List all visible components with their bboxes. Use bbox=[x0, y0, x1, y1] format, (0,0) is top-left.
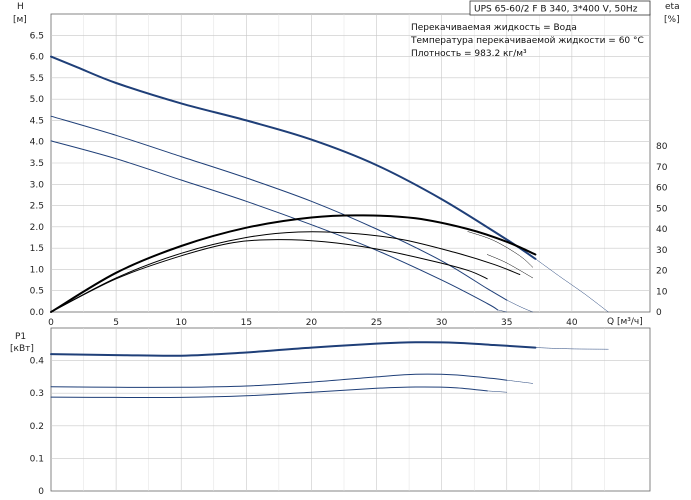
power-curve bbox=[486, 390, 508, 393]
y2-tick-label: 50 bbox=[656, 204, 668, 214]
x-tick-label: 15 bbox=[241, 318, 252, 328]
x-tick-label: 35 bbox=[501, 318, 512, 328]
y-tick-label: 3.0 bbox=[30, 180, 45, 190]
efficiency-curve bbox=[50, 239, 488, 313]
y-tick-label: 6.5 bbox=[30, 31, 44, 41]
y-axis-label: H bbox=[17, 2, 24, 12]
y2-tick-label: 20 bbox=[656, 267, 668, 277]
x-tick-label: 10 bbox=[175, 318, 187, 328]
power-plot-frame bbox=[50, 327, 651, 492]
efficiency-extension-curve bbox=[486, 254, 534, 279]
power-curves bbox=[50, 341, 609, 399]
head-efficiency-curves bbox=[50, 55, 609, 313]
y-tick-label: 6.0 bbox=[30, 53, 45, 63]
y2-tick-label: 40 bbox=[656, 225, 668, 235]
power-tick-label: 0.2 bbox=[30, 422, 44, 432]
x-tick-label: 20 bbox=[306, 318, 318, 328]
power-tick-label: 0.3 bbox=[30, 389, 44, 399]
head-extension-curve bbox=[506, 299, 534, 313]
y2-tick-label: 30 bbox=[656, 246, 668, 256]
efficiency-extension-curve bbox=[467, 231, 534, 268]
y-tick-label: 2.5 bbox=[30, 202, 44, 212]
efficiency-curve bbox=[50, 231, 521, 313]
x-tick-label: 25 bbox=[371, 318, 382, 328]
y-tick-label: 1.0 bbox=[30, 265, 45, 275]
power-tick-label: 0 bbox=[38, 487, 44, 497]
y-tick-label: 5.0 bbox=[30, 95, 45, 105]
x-tick-label: 30 bbox=[436, 318, 448, 328]
power-curve bbox=[535, 347, 609, 350]
y2-tick-label: 80 bbox=[656, 142, 668, 152]
info-liquid: Перекачиваемая жидкость = Вода bbox=[411, 23, 577, 33]
power-axis-unit: [кВт] bbox=[10, 344, 34, 354]
y-axis-unit: [м] bbox=[13, 15, 27, 25]
power-grid bbox=[51, 328, 650, 491]
info-temperature: Температура перекачиваемой жидкости = 60… bbox=[410, 36, 644, 46]
power-axis-label: P1 bbox=[15, 332, 26, 342]
y-tick-label: 0.5 bbox=[30, 287, 44, 297]
head-curve bbox=[50, 115, 508, 301]
y2-tick-label: 10 bbox=[656, 287, 668, 297]
axis-tick-labels: 0 5 10 15 20 25 30 35 40 0.0 0.5 1.0 1.5 2.0 2.5 3.0 3.5… bbox=[30, 31, 668, 497]
y-tick-label: 3.5 bbox=[30, 159, 44, 169]
head-extension-curve bbox=[497, 309, 508, 313]
power-curve bbox=[50, 341, 537, 357]
head-curve bbox=[50, 55, 537, 260]
y2-axis-unit: [%] bbox=[664, 15, 680, 25]
x-tick-label: 5 bbox=[113, 318, 119, 328]
x-tick-label: 0 bbox=[48, 318, 54, 328]
chart-title: UPS 65-60/2 F B 340, 3*400 V, 50Hz bbox=[474, 5, 638, 15]
power-tick-label: 0.1 bbox=[30, 454, 44, 464]
x-axis-label: Q [м³/ч] bbox=[607, 317, 643, 327]
head-extension-curve bbox=[535, 258, 609, 313]
info-density: Плотность = 983.2 кг/м³ bbox=[411, 49, 527, 59]
y2-tick-label: 70 bbox=[656, 163, 668, 173]
y2-tick-label: 60 bbox=[656, 184, 668, 194]
y-tick-label: 0.0 bbox=[30, 308, 45, 318]
efficiency-curve bbox=[50, 214, 537, 313]
title-box bbox=[469, 0, 651, 16]
x-tick-label: 40 bbox=[566, 318, 578, 328]
y-tick-label: 2.0 bbox=[30, 223, 45, 233]
power-curve bbox=[506, 379, 534, 384]
power-tick-label: 0.4 bbox=[30, 357, 45, 367]
y-tick-label: 4.0 bbox=[30, 138, 45, 148]
power-curve bbox=[50, 373, 508, 388]
y-tick-label: 4.5 bbox=[30, 116, 44, 126]
y-tick-label: 5.5 bbox=[30, 74, 44, 84]
head-grid bbox=[51, 14, 650, 312]
y-tick-label: 1.5 bbox=[30, 244, 44, 254]
power-curve bbox=[50, 386, 488, 399]
head-curve bbox=[50, 140, 499, 311]
y2-tick-label: 0 bbox=[656, 308, 662, 318]
y2-axis-label: eta bbox=[665, 2, 680, 12]
